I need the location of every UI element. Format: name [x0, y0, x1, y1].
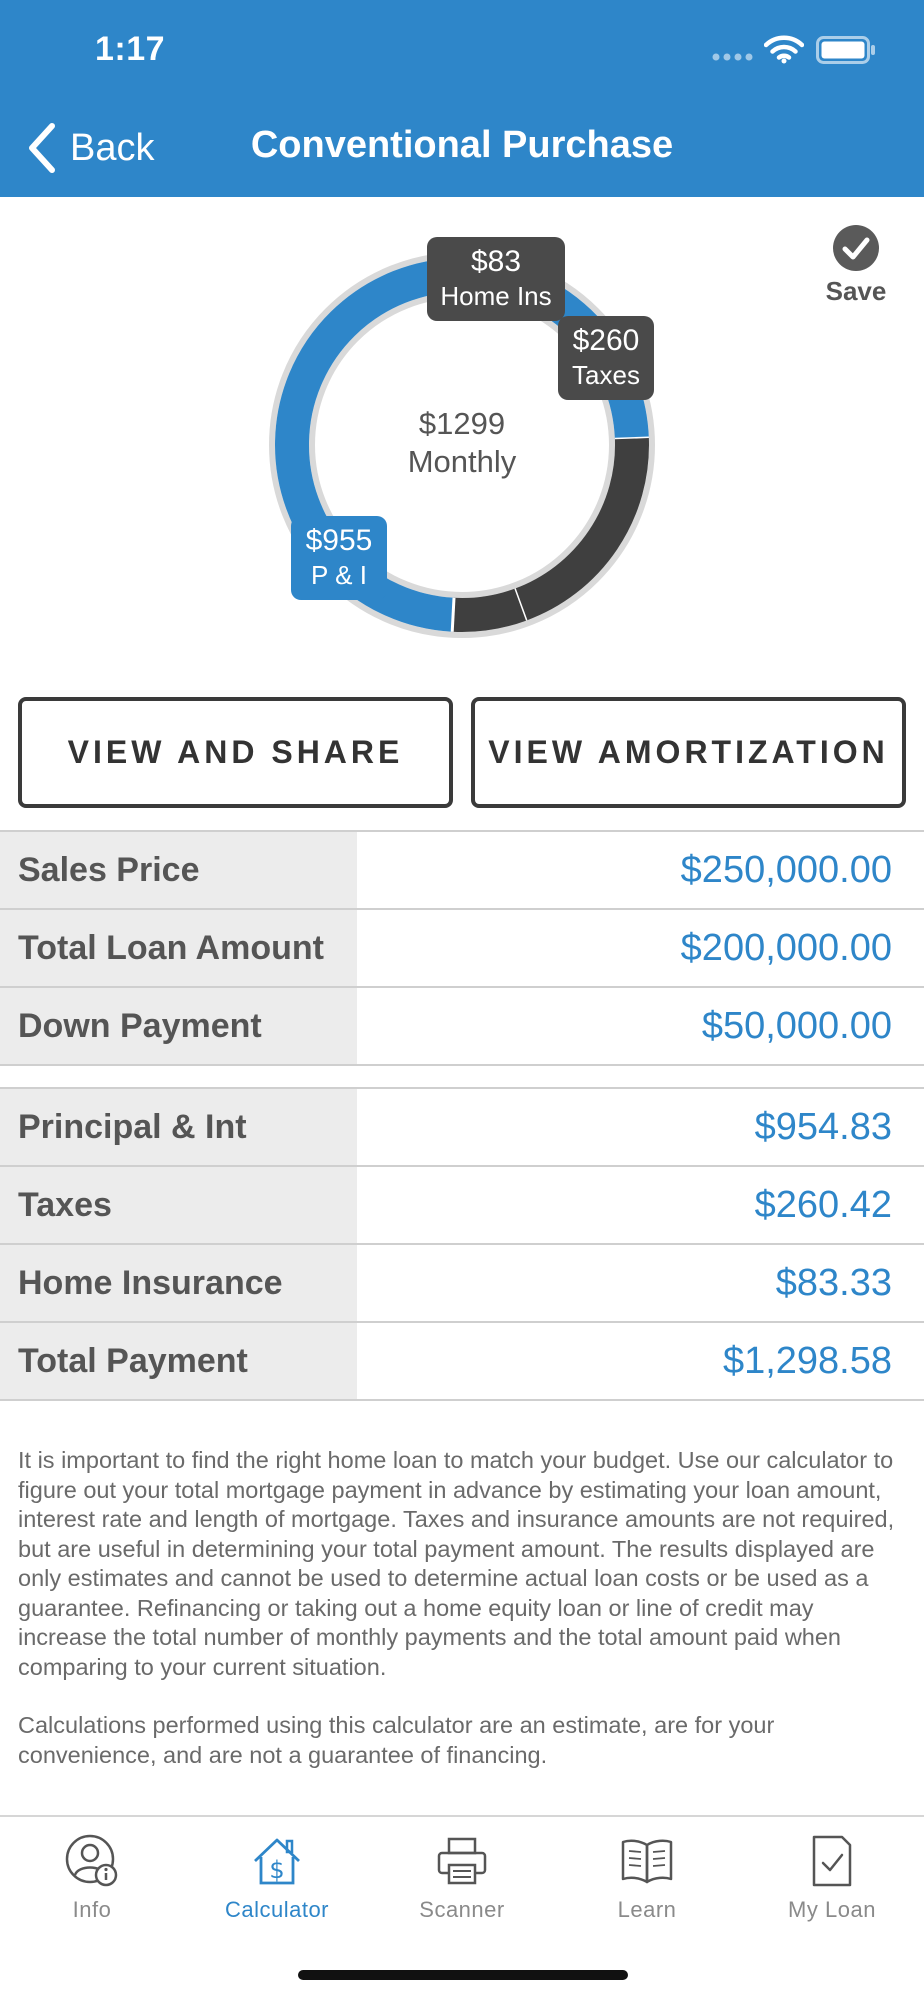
row-label-down-payment: Down Payment — [0, 988, 357, 1064]
chart-center-label: Monthly — [407, 444, 517, 479]
loan-summary-table: Sales Price $250,000.00 Total Loan Amoun… — [0, 830, 924, 1066]
page-title: Conventional Purchase — [250, 124, 674, 166]
tab-label: Learn — [617, 1897, 677, 1922]
row-label-total-payment: Total Payment — [0, 1323, 357, 1399]
row-label-home-insurance: Home Insurance — [0, 1245, 357, 1321]
chart-label-pi-amount: $955 — [305, 524, 373, 557]
chart-label-home-ins: $83 Home Ins — [427, 237, 565, 321]
home-indicator — [298, 1970, 628, 1980]
row-label-principal-int: Principal & Int — [0, 1089, 357, 1165]
chart-label-pi: $955 P & I — [291, 516, 387, 600]
donut-slice-home-ins — [452, 588, 527, 632]
save-button[interactable]: Save — [822, 224, 890, 307]
tab-scanner[interactable]: Scanner — [370, 1833, 554, 1923]
row-value-down-payment[interactable]: $50,000.00 — [701, 1004, 892, 1047]
table-row[interactable]: Taxes $260.42 — [0, 1167, 924, 1245]
tab-label: My Loan — [788, 1897, 876, 1922]
status-time: 1:17 — [95, 30, 166, 68]
view-amortization-button[interactable]: VIEW AMORTIZATION — [471, 697, 906, 808]
cellular-signal-icon — [712, 53, 753, 61]
tab-learn[interactable]: Learn — [555, 1833, 739, 1923]
tab-label: Calculator — [224, 1897, 330, 1922]
tab-calculator[interactable]: $ Calculator — [185, 1833, 369, 1923]
chart-label-home-ins-amount: $83 — [470, 245, 522, 278]
chart-center-total: $1299 Monthly — [362, 405, 562, 481]
row-value-taxes[interactable]: $260.42 — [754, 1183, 892, 1226]
book-icon — [621, 1839, 673, 1884]
row-value-sales-price[interactable]: $250,000.00 — [680, 848, 892, 891]
bottom-tab-bar: Info $ Calculator Scanner — [0, 1815, 924, 2000]
row-value-home-insurance[interactable]: $83.33 — [775, 1261, 892, 1304]
donut-slice-taxes — [514, 438, 649, 621]
chart-label-taxes-amount: $260 — [572, 324, 640, 357]
check-circle-icon — [833, 225, 879, 271]
back-label: Back — [70, 126, 155, 169]
printer-icon — [437, 1837, 487, 1885]
view-and-share-button[interactable]: VIEW AND SHARE — [18, 697, 453, 808]
tab-my-loan[interactable]: My Loan — [740, 1833, 924, 1923]
table-row[interactable]: Home Insurance $83.33 — [0, 1245, 924, 1323]
chart-label-taxes-text: Taxes — [572, 360, 640, 390]
row-label-total-loan-amount: Total Loan Amount — [0, 910, 357, 986]
table-row[interactable]: Principal & Int $954.83 — [0, 1089, 924, 1167]
donut-slice-separator — [450, 597, 456, 632]
nav-header: 1:17 Back Conventional Purchase — [0, 0, 924, 197]
tab-label: Scanner — [419, 1897, 505, 1922]
row-label-taxes: Taxes — [0, 1167, 357, 1243]
chart-center-amount: $1299 — [418, 406, 506, 441]
table-row[interactable]: Sales Price $250,000.00 — [0, 832, 924, 910]
wifi-icon — [764, 35, 804, 64]
document-check-icon — [812, 1835, 852, 1887]
table-row: Total Payment $1,298.58 — [0, 1323, 924, 1401]
chart-label-home-ins-text: Home Ins — [440, 281, 552, 311]
chevron-left-icon — [29, 123, 55, 173]
payment-breakdown-table: Principal & Int $954.83 Taxes $260.42 Ho… — [0, 1087, 924, 1401]
chart-label-taxes: $260 Taxes — [558, 316, 654, 400]
row-value-total-payment: $1,298.58 — [722, 1339, 892, 1382]
back-button[interactable]: Back — [26, 118, 154, 178]
table-row[interactable]: Total Loan Amount $200,000.00 — [0, 910, 924, 988]
user-info-icon — [65, 1834, 118, 1887]
tab-label: Info — [72, 1897, 112, 1922]
disclaimer-paragraph: It is important to find the right home l… — [18, 1447, 895, 1680]
svg-text:$: $ — [269, 1856, 284, 1884]
table-row[interactable]: Down Payment $50,000.00 — [0, 988, 924, 1066]
row-value-principal-int[interactable]: $954.83 — [754, 1105, 892, 1148]
house-dollar-icon: $ — [254, 1838, 300, 1885]
tab-info[interactable]: Info — [0, 1833, 184, 1923]
save-label: Save — [825, 276, 887, 306]
row-label-sales-price: Sales Price — [0, 832, 357, 908]
battery-icon — [816, 36, 875, 64]
row-value-total-loan-amount[interactable]: $200,000.00 — [680, 926, 892, 969]
disclaimer-text: It is important to find the right home l… — [18, 1446, 908, 1770]
disclaimer-paragraph: Calculations performed using this calcul… — [18, 1712, 775, 1768]
chart-label-pi-text: P & I — [311, 560, 367, 590]
